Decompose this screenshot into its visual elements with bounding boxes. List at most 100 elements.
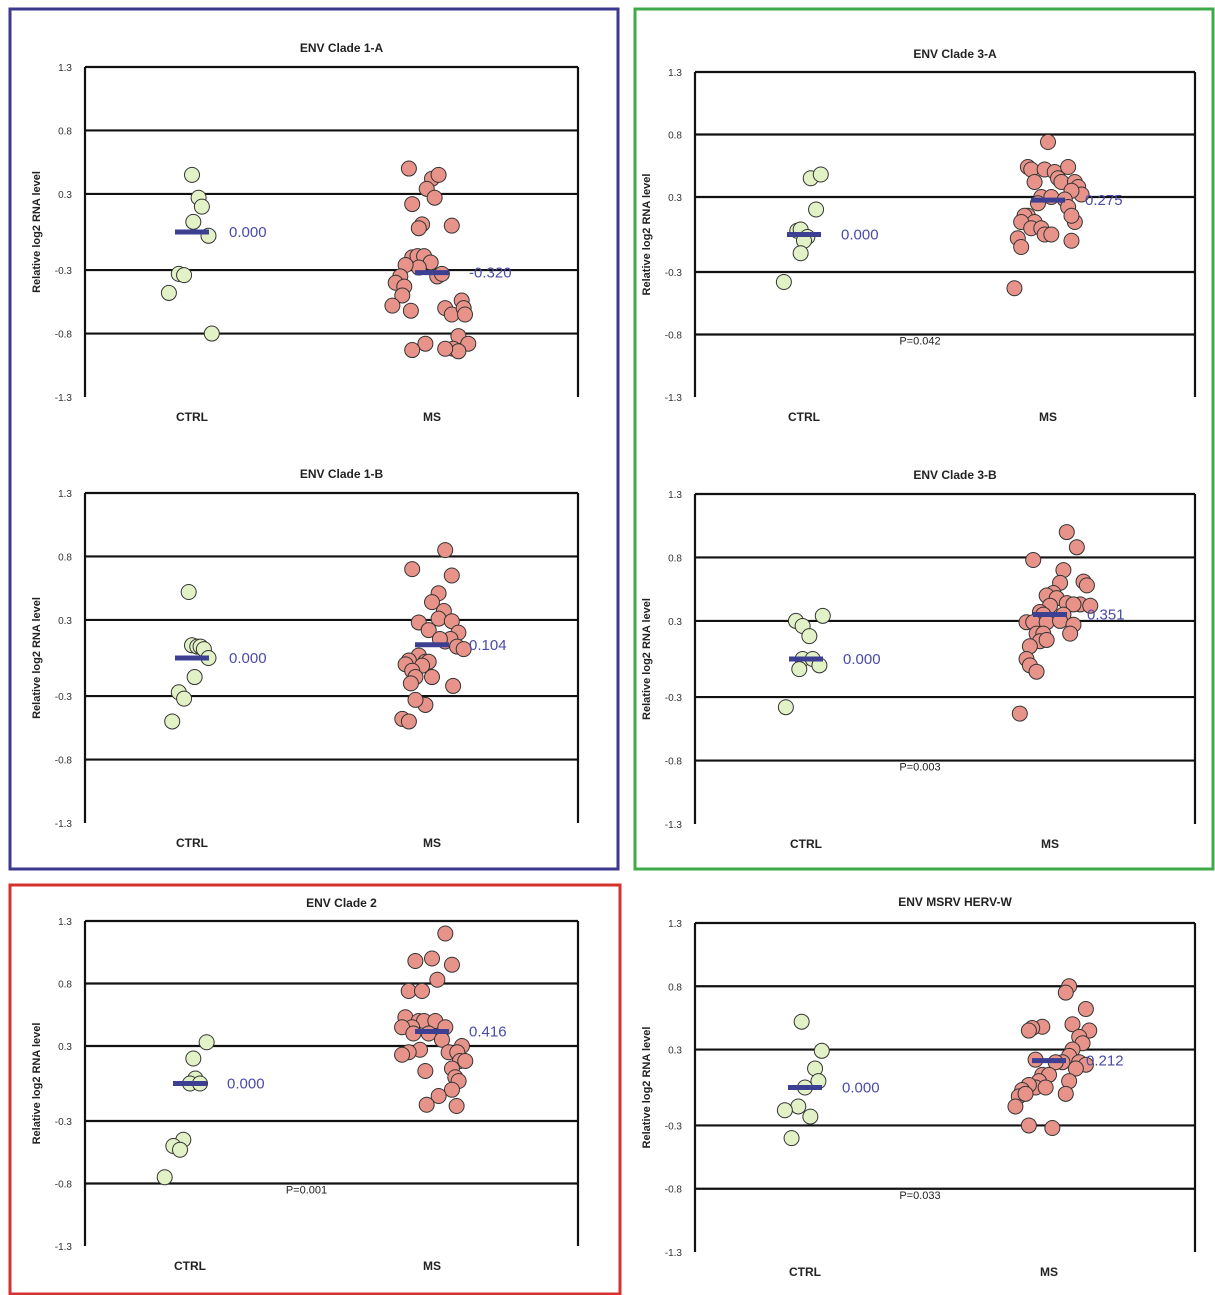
data-point-ms: [1028, 663, 1045, 680]
x-tick-label: MS: [423, 1259, 441, 1273]
y-axis-label: Relative log2 RNA level: [641, 174, 653, 296]
y-tick-label: -0.8: [665, 757, 683, 768]
x-tick-label: MS: [1040, 1265, 1058, 1279]
data-point-ms: [1063, 207, 1080, 224]
median-value-ctrl: 0.000: [842, 1080, 880, 1097]
data-point-ms: [443, 567, 460, 584]
data-point-ms: [1062, 625, 1079, 642]
data-point-ms: [1064, 1016, 1081, 1033]
y-tick-label: 0.3: [668, 1046, 682, 1057]
data-point-ms: [437, 925, 454, 942]
y-tick-label: 0.8: [58, 552, 72, 563]
y-tick-label: 0.8: [668, 131, 682, 142]
data-point-ms: [1011, 705, 1028, 722]
chart-title: ENV Clade 1-A: [300, 41, 384, 55]
median-value-ctrl: 0.000: [841, 227, 879, 244]
data-point-ms: [1078, 577, 1095, 594]
x-tick-label: CTRL: [789, 1265, 821, 1279]
median-value-ms: -0.320: [469, 265, 512, 282]
data-point-ms: [445, 677, 462, 694]
data-point-ms: [429, 971, 446, 988]
data-point-ctrl: [176, 690, 193, 707]
chart-clade-2: ENV Clade 2 1.3 0.8 0.3 -0.3 -0.8 -1.3 Relative…: [31, 896, 580, 1273]
data-point-ms: [437, 542, 454, 559]
data-point-ms: [1067, 1060, 1084, 1077]
data-point-ctrl: [185, 1050, 202, 1067]
y-tick-label: -1.3: [55, 1242, 73, 1253]
data-point-ctrl: [186, 669, 203, 686]
y-tick-label: -1.3: [55, 393, 73, 404]
data-point-ms: [417, 335, 434, 352]
y-tick-label: 0.3: [668, 193, 682, 204]
data-point-ms: [1020, 1022, 1037, 1039]
data-point-ms: [417, 1063, 434, 1079]
data-point-ms: [1060, 159, 1077, 175]
data-point-ms: [1057, 984, 1074, 1001]
data-point-ctrl: [783, 1130, 800, 1147]
x-tick-label: MS: [423, 410, 441, 424]
data-point-ms: [1038, 631, 1055, 648]
data-point-ms: [384, 297, 401, 314]
data-point-ms: [1020, 1117, 1037, 1134]
x-tick-label: CTRL: [174, 1259, 206, 1273]
median-value-ms: 0.416: [469, 1024, 507, 1041]
frame-clade-3: [633, 7, 1215, 871]
data-point-ctrl: [185, 213, 202, 230]
x-tick-label: CTRL: [176, 410, 208, 424]
data-point-ctrl: [791, 661, 808, 678]
data-point-ms: [1017, 1085, 1034, 1102]
chart-clade-1b: ENV Clade 1-B 1.3 0.8 0.3 -0.3 -0.8 -1.3 Relati…: [31, 467, 580, 850]
data-point-ctrl: [792, 245, 809, 262]
y-tick-label: 1.3: [668, 490, 682, 501]
data-point-ms: [424, 669, 440, 686]
y-tick-label: 0.8: [58, 126, 72, 137]
data-point-ms: [404, 561, 421, 578]
data-point-ms: [1006, 280, 1023, 297]
data-point-ctrl: [164, 713, 181, 730]
data-point-ms: [402, 302, 419, 319]
y-tick-label: -1.3: [55, 819, 73, 830]
data-point-ms: [1044, 1119, 1061, 1136]
chart-title: ENV Clade 3-A: [913, 47, 997, 61]
y-tick-label: 0.3: [58, 1042, 72, 1053]
x-tick-label: MS: [1039, 410, 1057, 424]
y-tick-label: 0.8: [668, 982, 682, 993]
median-value-ctrl: 0.000: [843, 651, 881, 668]
data-point-ms: [457, 306, 473, 323]
p-value-label: P=0.003: [899, 762, 940, 774]
y-tick-label: -0.3: [665, 1121, 683, 1132]
data-point-ctrl: [160, 284, 177, 301]
data-point-ctrl: [203, 325, 220, 342]
y-tick-label: 1.3: [668, 68, 682, 79]
p-value-label: P=0.033: [899, 1190, 940, 1202]
chart-title: ENV Clade 2: [306, 896, 377, 910]
data-point-ms: [1037, 1079, 1054, 1096]
data-point-ctrl: [156, 1169, 173, 1186]
data-point-ms: [402, 675, 419, 692]
y-tick-label: 0.8: [58, 980, 72, 991]
y-tick-label: 0.8: [668, 553, 682, 564]
data-point-ms: [1040, 134, 1056, 150]
data-point-ms: [424, 950, 440, 967]
x-tick-label: MS: [423, 836, 441, 850]
y-axis-label: Relative log2 RNA level: [31, 597, 43, 719]
median-value-ms: 0.275: [1085, 192, 1123, 209]
data-point-ms: [1058, 524, 1075, 541]
y-tick-label: -1.3: [665, 1248, 683, 1259]
median-value-ms: 0.212: [1086, 1053, 1124, 1070]
y-tick-label: 1.3: [668, 919, 682, 930]
data-point-ctrl: [172, 1141, 189, 1158]
y-axis-label: Relative log2 RNA level: [31, 1023, 43, 1145]
data-point-ms: [430, 166, 447, 183]
x-tick-label: CTRL: [790, 837, 822, 851]
data-point-ctrl: [775, 274, 792, 290]
y-tick-label: -0.8: [55, 1180, 73, 1191]
data-point-ms: [414, 983, 431, 999]
data-point-ms: [404, 342, 421, 359]
data-point-ms: [394, 1046, 411, 1063]
data-point-ms: [400, 713, 417, 730]
chart-title: ENV Clade 3-B: [913, 468, 997, 482]
data-point-ms: [443, 217, 460, 234]
y-tick-label: 1.3: [58, 63, 72, 74]
data-point-ms: [410, 220, 427, 237]
